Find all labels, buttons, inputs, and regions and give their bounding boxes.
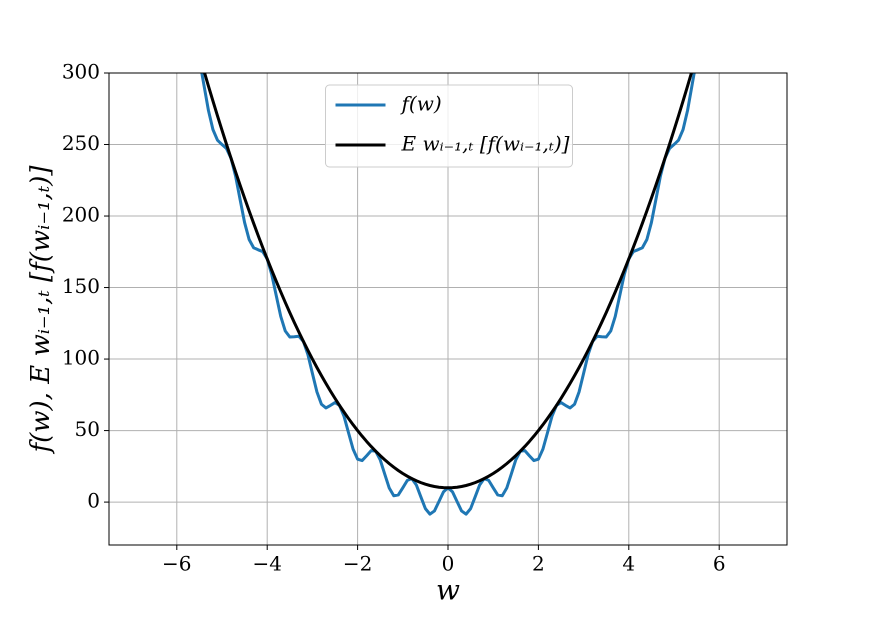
x-axis-label: w <box>436 574 460 607</box>
legend-box <box>325 84 573 168</box>
x-tick-label: −4 <box>252 552 281 576</box>
ticks: −6 −4 −2 0 2 4 6 0 50 100 150 200 250 300 <box>62 60 726 576</box>
x-tick-label: −2 <box>343 552 372 576</box>
legend-label: f(w) <box>400 92 442 116</box>
y-tick-label: 300 <box>62 60 100 84</box>
y-tick-label: 150 <box>62 274 100 298</box>
x-tick-label: −6 <box>162 552 191 576</box>
y-tick-label: 0 <box>87 489 100 513</box>
legend-label: E wᵢ₋₁,ₜ [f(wᵢ₋₁,ₜ)] <box>401 132 570 156</box>
y-tick-label: 250 <box>62 131 100 155</box>
legend: f(w) E wᵢ₋₁,ₜ [f(wᵢ₋₁,ₜ)] <box>325 84 573 168</box>
y-tick-label: 200 <box>62 203 100 227</box>
series-line <box>203 73 693 490</box>
y-tick-label: 50 <box>75 417 100 441</box>
y-tick-label: 100 <box>62 346 100 370</box>
x-tick-label: 6 <box>713 552 726 576</box>
plot-lines <box>200 73 696 516</box>
y-axis-label: f(w), E wᵢ₋₁,ₜ [f(wᵢ₋₁,ₜ)] <box>26 165 56 455</box>
x-tick-label: 4 <box>622 552 635 576</box>
x-tick-label: 2 <box>532 552 545 576</box>
x-tick-label: 0 <box>442 552 455 576</box>
